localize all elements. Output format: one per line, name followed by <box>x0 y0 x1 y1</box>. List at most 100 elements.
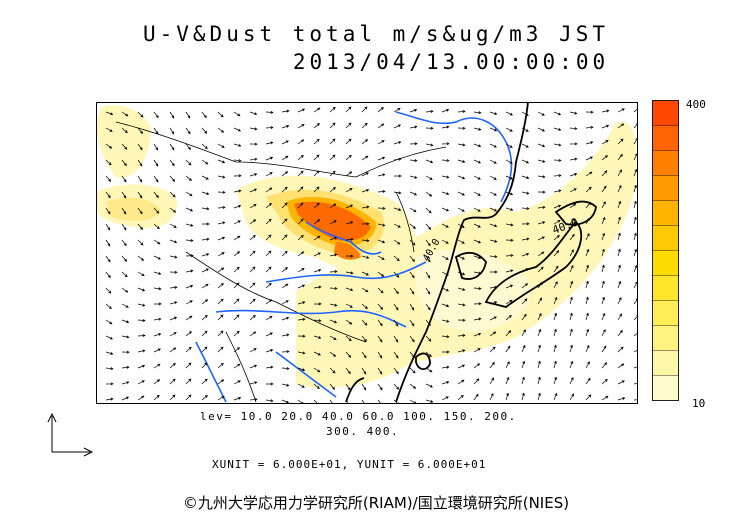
wind-arrow <box>361 172 369 177</box>
wind-arrow <box>153 255 161 260</box>
wind-arrow <box>617 200 622 209</box>
wind-arrow <box>297 234 304 241</box>
wind-arrow <box>313 268 322 273</box>
wind-arrow <box>185 223 194 227</box>
wind-arrow <box>553 111 562 116</box>
wind-arrow <box>425 351 432 358</box>
wind-arrow <box>153 159 159 167</box>
wind-arrow <box>569 360 574 369</box>
wind-arrow <box>617 313 622 321</box>
wind-arrow <box>441 191 450 196</box>
wind-arrow <box>121 350 130 354</box>
wind-arrow <box>265 250 272 257</box>
wind-arrow <box>185 300 193 305</box>
wind-arrow <box>329 203 337 209</box>
wind-arrow <box>249 250 256 257</box>
wind-arrow <box>169 111 175 119</box>
wind-arrow <box>489 393 494 401</box>
wind-arrow <box>457 126 466 130</box>
wind-arrow <box>153 379 161 385</box>
wind-arrow <box>409 367 416 374</box>
wind-arrow <box>601 170 608 177</box>
wind-arrow <box>217 236 226 241</box>
wind-arrow <box>265 187 273 193</box>
wind-arrow <box>457 143 466 147</box>
wind-arrow <box>121 207 127 215</box>
wind-arrow <box>153 175 159 183</box>
wind-arrow <box>329 106 336 113</box>
wind-arrow <box>345 367 351 375</box>
wind-arrow <box>617 138 624 145</box>
wind-arrow <box>569 233 575 241</box>
wind-arrow <box>569 142 578 146</box>
wind-arrow <box>425 319 431 327</box>
wind-arrow <box>473 332 482 337</box>
wind-arrow <box>553 143 562 147</box>
wind-arrow <box>137 239 144 246</box>
wind-arrow <box>313 285 322 289</box>
wind-arrow <box>329 187 336 193</box>
wind-arrow <box>569 188 577 193</box>
wind-arrow <box>537 205 546 209</box>
wind-arrow <box>297 154 304 161</box>
wind-arrow <box>137 175 143 183</box>
wind-arrow <box>281 250 288 257</box>
wind-arrow <box>441 271 449 276</box>
wind-arrow <box>521 392 525 401</box>
wind-arrow <box>553 127 562 131</box>
wind-arrow <box>425 126 434 130</box>
wind-arrow <box>521 111 529 116</box>
wind-arrow <box>537 143 546 148</box>
wind-arrow <box>345 383 351 391</box>
wind-arrow <box>105 239 111 247</box>
wind-arrow <box>169 159 175 167</box>
wind-arrow <box>361 122 368 129</box>
wind-arrow <box>505 254 514 258</box>
wind-arrow <box>457 207 465 212</box>
wind-arrow <box>297 301 306 305</box>
wind-arrow <box>553 235 560 241</box>
wind-arrow <box>233 380 241 385</box>
wind-arrow <box>153 143 159 151</box>
wind-arrow <box>505 127 513 132</box>
wind-arrow <box>409 383 417 389</box>
colorbar-cell <box>652 200 679 226</box>
wind-arrow <box>425 287 431 295</box>
wind-arrow <box>201 191 210 195</box>
wind-arrow <box>201 159 209 165</box>
wind-arrow <box>329 220 337 225</box>
wind-arrow <box>265 282 272 289</box>
wind-arrow <box>265 172 273 177</box>
wind-arrow <box>153 207 160 214</box>
wind-arrow <box>297 218 304 225</box>
wind-arrow <box>617 329 623 337</box>
wind-arrow <box>601 264 605 273</box>
wind-arrow <box>505 191 514 196</box>
colorbar-cell <box>652 300 679 326</box>
wind-arrow <box>249 331 257 337</box>
colorbar-cell <box>652 150 679 176</box>
wind-arrow <box>137 364 146 369</box>
wind-arrow <box>569 377 574 385</box>
wind-arrow <box>297 108 306 113</box>
wind-arrow <box>537 127 546 132</box>
wind-arrow <box>521 268 529 273</box>
wind-arrow <box>457 349 466 353</box>
wind-arrow <box>137 207 143 215</box>
wind-arrow <box>217 221 226 225</box>
wind-arrow <box>489 270 498 274</box>
colorbar-cells <box>652 100 679 401</box>
wind-arrow <box>345 154 352 161</box>
wind-arrow <box>105 303 112 310</box>
wind-arrow <box>457 303 466 307</box>
colorbar-cell <box>652 350 679 376</box>
wind-arrow <box>201 253 210 257</box>
wind-arrow <box>377 239 386 244</box>
wind-arrow <box>473 191 481 196</box>
wind-arrow <box>265 266 272 273</box>
wind-arrow <box>105 351 114 355</box>
wind-arrow <box>553 296 558 305</box>
wind-arrow <box>441 223 449 228</box>
wind-arrow <box>233 314 240 321</box>
wind-arrow <box>393 367 399 375</box>
